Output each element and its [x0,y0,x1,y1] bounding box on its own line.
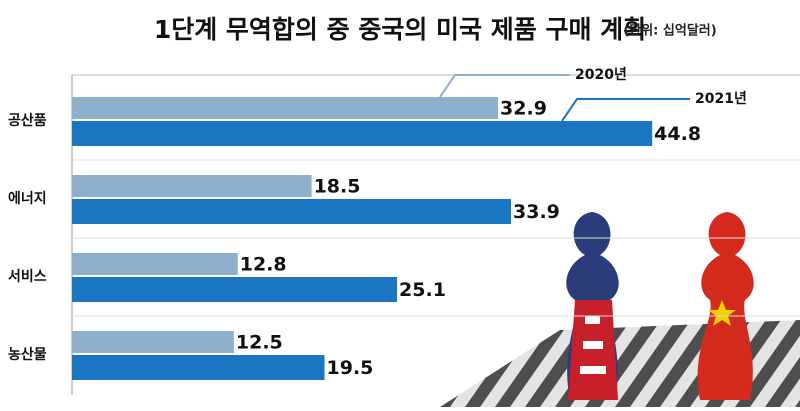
bar [72,277,398,302]
value-label: 19.5 [327,357,374,379]
decoration [440,212,800,407]
bar [72,253,238,275]
category-label: 에너지 [8,191,47,207]
value-label: 44.8 [654,123,701,145]
legend-label: 2020년 [575,67,627,83]
value-label: 33.9 [513,201,560,223]
value-label: 12.5 [236,332,283,354]
chart-subtitle: (단위: 십억달러) [623,23,716,39]
legend-leader [439,74,570,98]
value-label: 18.5 [314,176,361,198]
value-label: 32.9 [500,98,547,120]
legend-label: 2021년 [695,91,747,107]
legend-leader [561,98,690,122]
bar [72,199,512,224]
bar [72,331,234,353]
chart-title: 1단계 무역합의 중 중국의 미국 제품 구매 계획 [154,15,646,44]
value-label: 25.1 [399,279,446,301]
category-label: 공산품 [8,112,47,129]
category-label: 서비스 [8,269,47,285]
bar [72,97,499,119]
bar [72,175,312,197]
value-label: 12.8 [240,254,287,276]
bar [72,121,653,146]
bar [72,355,325,380]
category-label: 농산물 [8,346,47,363]
